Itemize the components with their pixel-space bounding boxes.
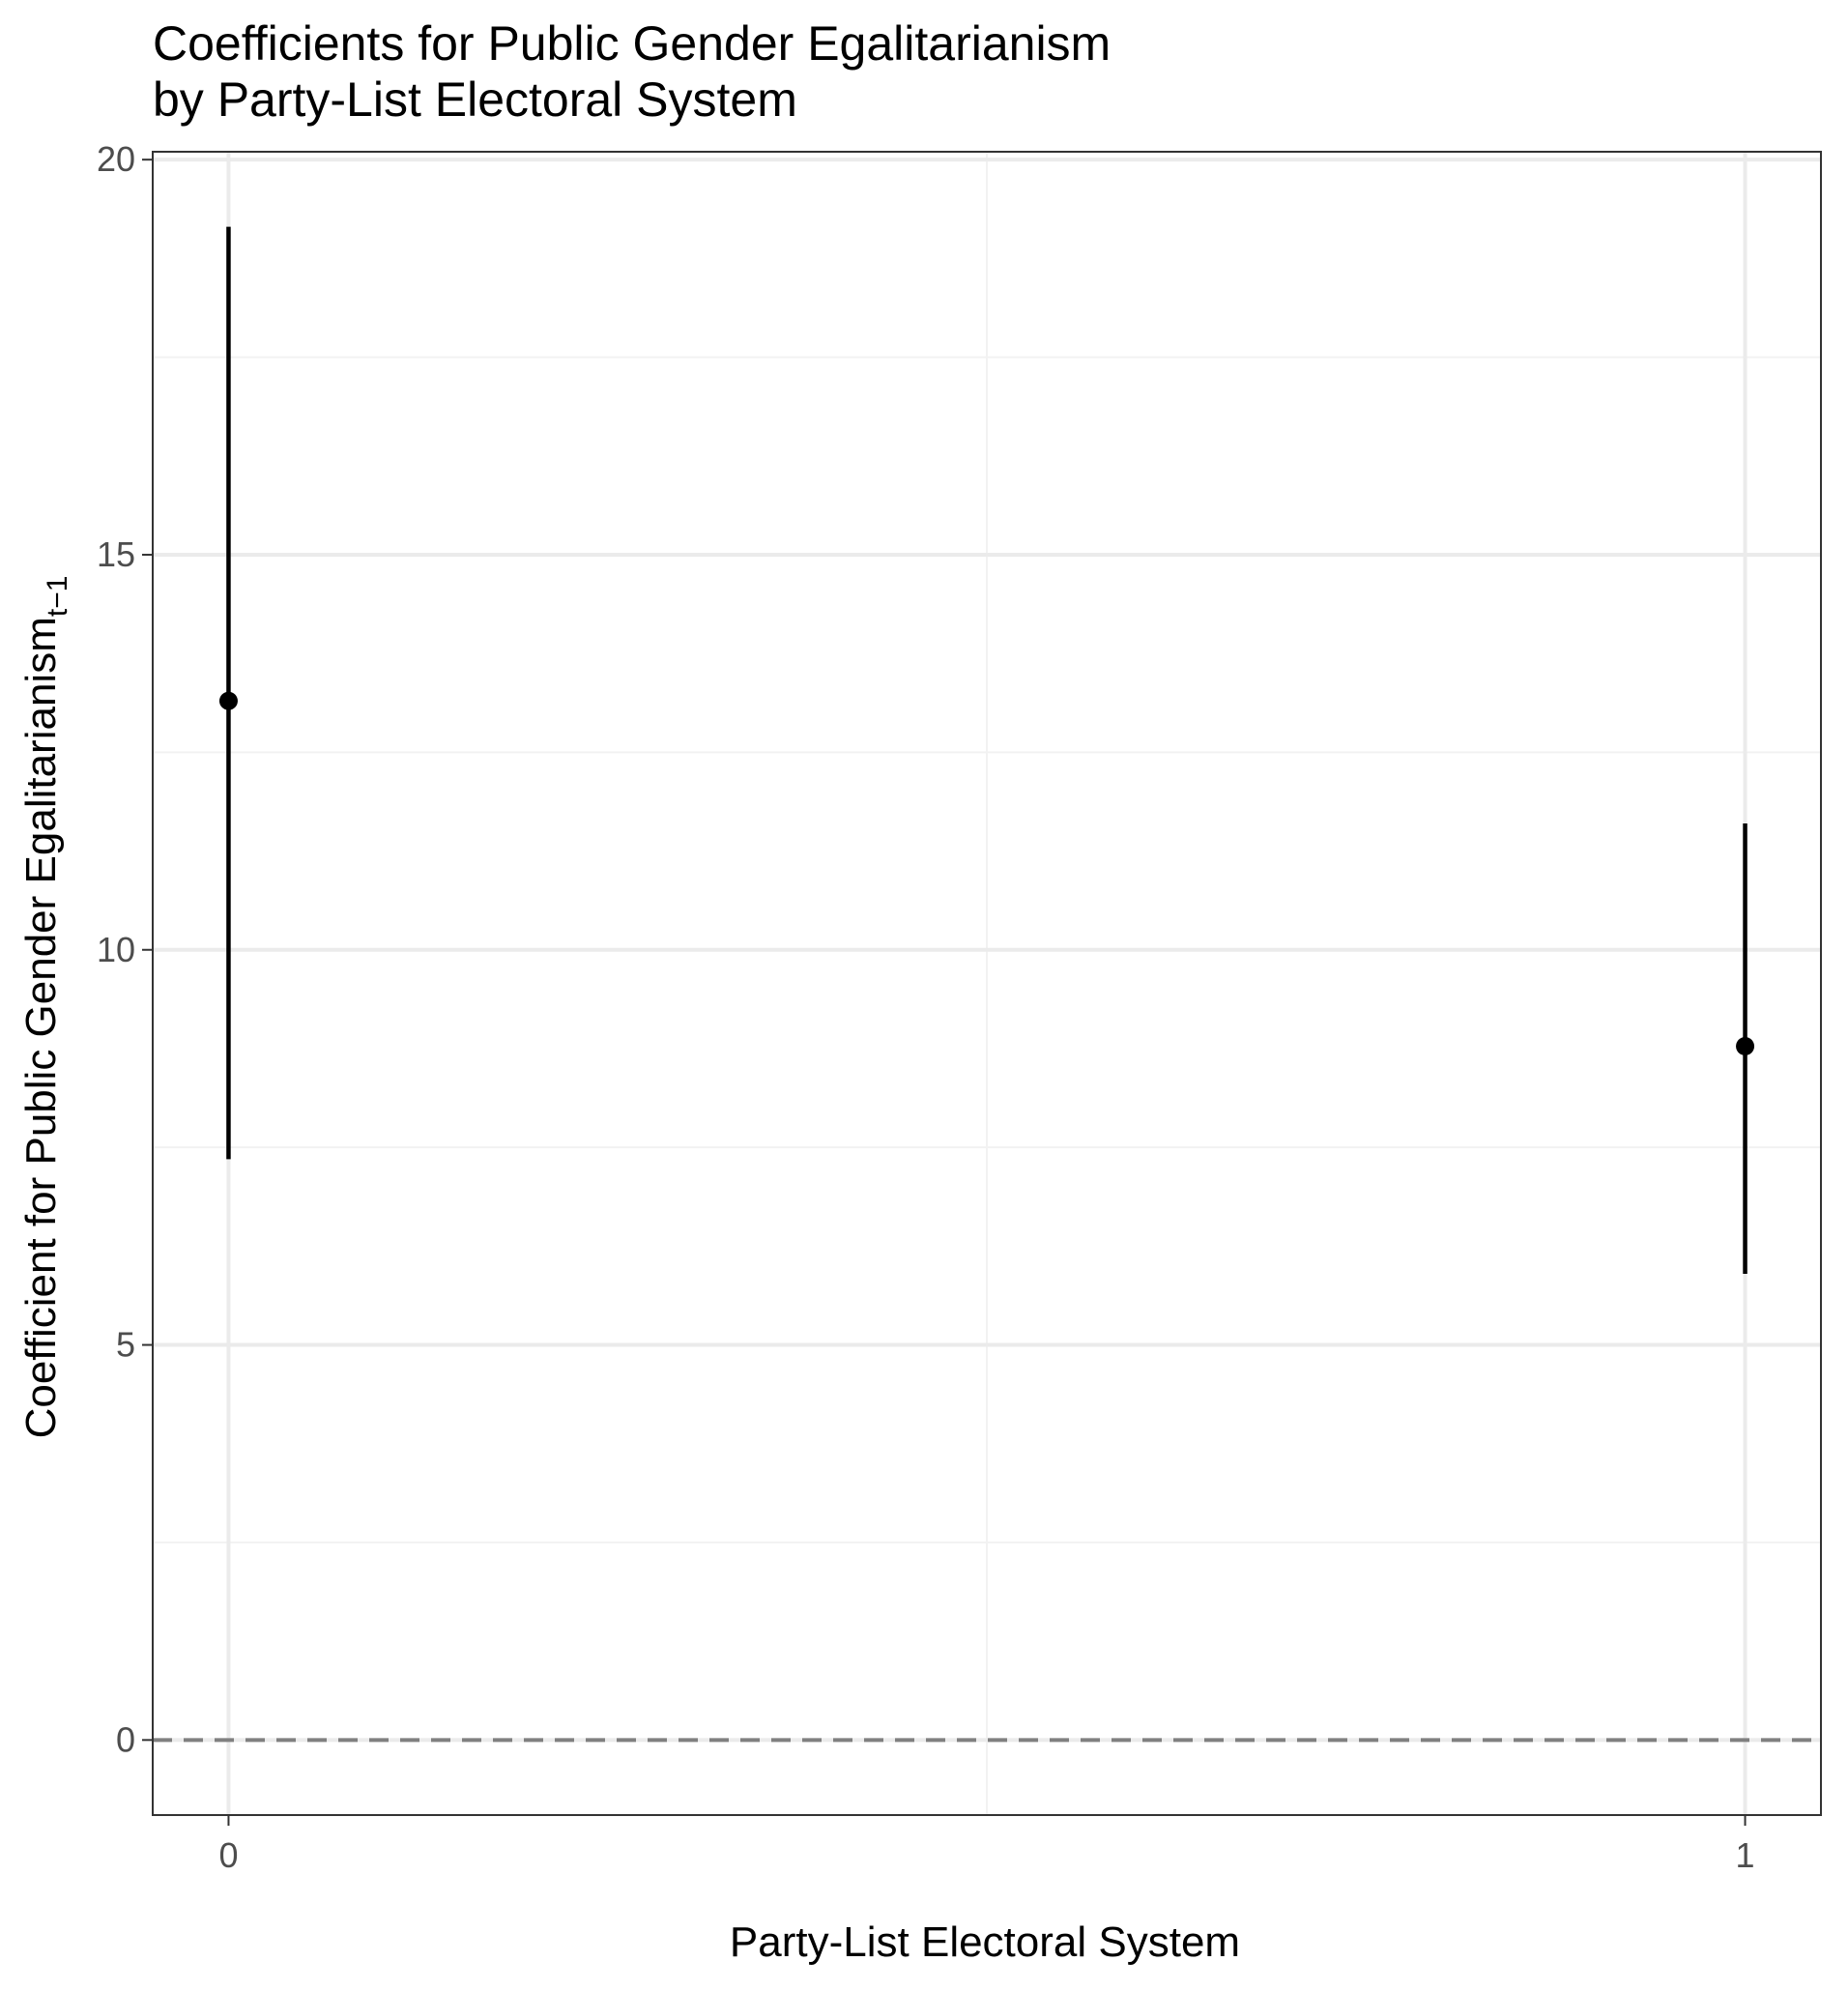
chart-title-line-1: Coefficients for Public Gender Egalitari… [153, 16, 1111, 71]
chart-title-line-2: by Party-List Electoral System [153, 72, 797, 127]
y-tick-label: 0 [116, 1719, 135, 1759]
y-axis-title: Coefficient for Public Gender Egalitaria… [17, 576, 73, 1439]
y-axis-title-main: Coefficient for Public Gender Egalitaria… [17, 617, 65, 1438]
x-tick-label: 1 [1736, 1835, 1755, 1875]
axes: 0 5 10 15 20 0 1 [97, 139, 1755, 1875]
y-tick-label: 5 [116, 1325, 135, 1365]
y-tick-label: 15 [97, 534, 135, 574]
y-tick-label: 10 [97, 930, 135, 969]
y-axis-title-subscript: t−1 [42, 576, 73, 618]
point-estimate [218, 691, 238, 710]
panel-border [152, 151, 1822, 1816]
y-tick-label: 20 [97, 139, 135, 179]
x-tick-label: 0 [218, 1835, 238, 1875]
point-estimate [1736, 1036, 1755, 1055]
data-marks [218, 226, 1755, 1274]
x-axis-title: Party-List Electoral System [730, 1918, 1240, 1966]
